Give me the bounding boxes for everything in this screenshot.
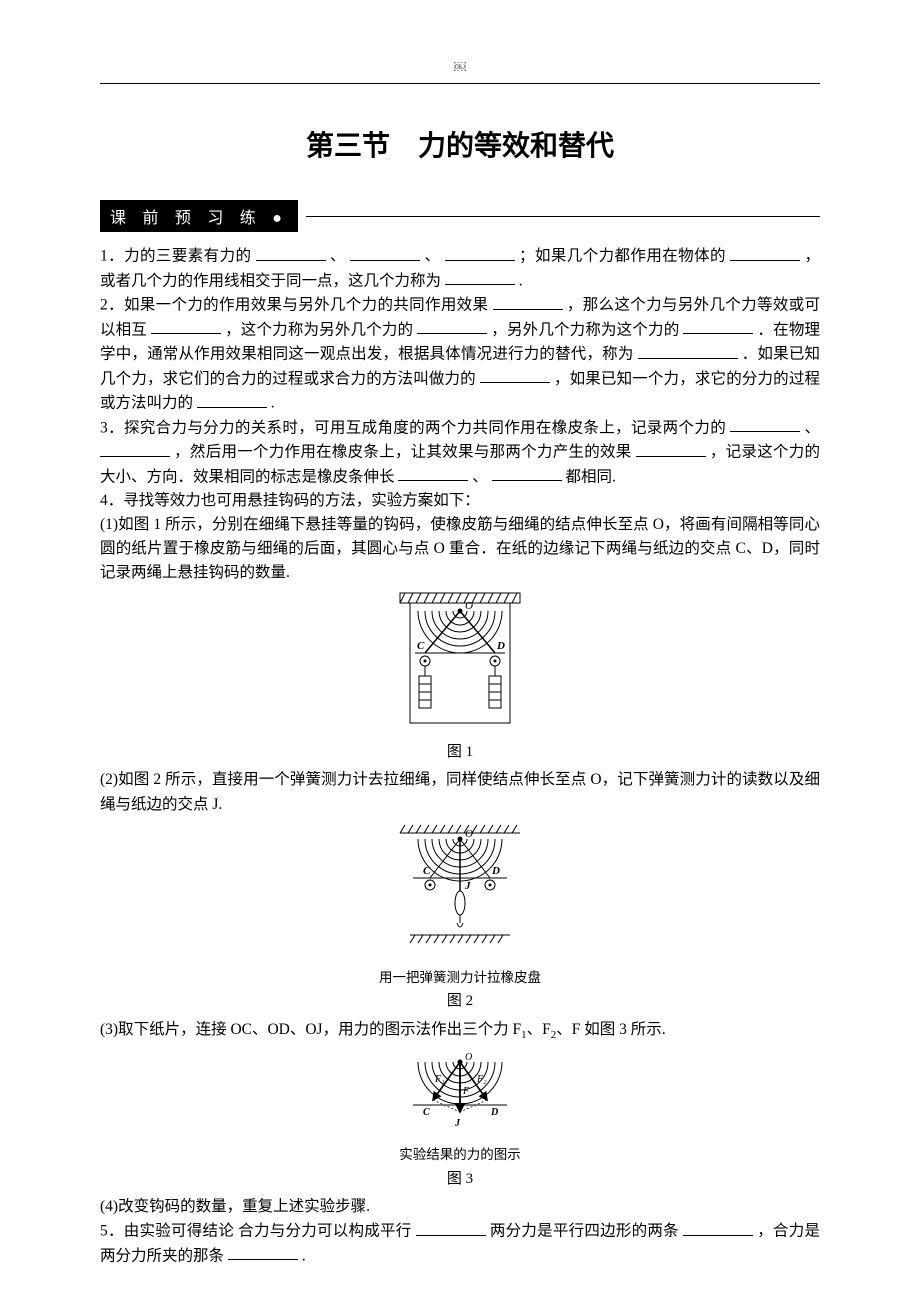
figure-2: O C D J 用一把弹簧测力计拉橡皮盘 图 2 bbox=[100, 823, 820, 1014]
q5-a: 5．由实验可得结论 合力与分力可以构成平行 bbox=[100, 1223, 412, 1240]
svg-text:J: J bbox=[464, 880, 471, 892]
svg-text:C: C bbox=[423, 865, 431, 877]
q3-c: ，然后用一个力作用在橡皮条上，让其效果与那两个力产生的效果 bbox=[174, 444, 631, 461]
blank bbox=[445, 244, 515, 261]
blank bbox=[350, 244, 420, 261]
page-title: 第三节 力的等效和替代 bbox=[100, 124, 820, 164]
q5-d: . bbox=[302, 1247, 306, 1264]
blank bbox=[492, 465, 562, 482]
blank bbox=[256, 244, 326, 261]
blank bbox=[493, 293, 563, 310]
blank bbox=[683, 1219, 753, 1236]
body-text: 1．力的三要素有力的 、 、 ；如果几个力都作用在物体的 ，或者几个力的作用线相… bbox=[100, 244, 820, 1268]
svg-text:O: O bbox=[465, 600, 473, 612]
top-rule bbox=[100, 83, 820, 84]
q1-c: 、 bbox=[425, 248, 441, 265]
q1-a: 1．力的三要素有力的 bbox=[100, 248, 251, 265]
section-tag-row: 课 前 预 习 练 ● bbox=[100, 200, 820, 232]
figure-1-caption: 图 1 bbox=[100, 741, 820, 764]
svg-text:C: C bbox=[423, 1107, 430, 1118]
svg-text:F: F bbox=[462, 1086, 470, 1097]
svg-text:J: J bbox=[454, 1118, 461, 1129]
blank bbox=[683, 318, 753, 335]
q2-d: ，另外几个力称为这个力的 bbox=[491, 321, 679, 338]
figure-2-subcaption: 用一把弹簧测力计拉橡皮盘 bbox=[100, 968, 820, 989]
blank bbox=[730, 416, 800, 433]
top-mark: ￼ bbox=[100, 60, 820, 75]
q1-d: ；如果几个力都作用在物体的 bbox=[519, 248, 726, 265]
q4-s1: (1)如图 1 所示，分别在细绳下悬挂等量的钩码，使橡皮筋与细绳的结点伸长至点 … bbox=[100, 516, 820, 581]
q4-s3c: 、F 如图 3 所示. bbox=[556, 1021, 665, 1038]
figure-3-subcaption: 实验结果的力的图示 bbox=[100, 1145, 820, 1166]
page: ￼ 第三节 力的等效和替代 课 前 预 习 练 ● 1．力的三要素有力的 、 、… bbox=[0, 0, 920, 1308]
blank bbox=[416, 1219, 486, 1236]
blank bbox=[417, 318, 487, 335]
q1-f: . bbox=[519, 272, 523, 289]
q2-h: . bbox=[271, 395, 275, 412]
figure-3-caption: 图 3 bbox=[100, 1168, 820, 1191]
blank bbox=[636, 440, 706, 457]
figure-1: O C D 图 1 bbox=[100, 591, 820, 764]
q1-b: 、 bbox=[330, 248, 346, 265]
q4-s3b: 、F bbox=[527, 1021, 551, 1038]
blank bbox=[100, 440, 170, 457]
blank bbox=[480, 367, 550, 384]
figure-3: O F₁ F₂ F C D J 实验结果的力的图示 图 3 bbox=[100, 1050, 820, 1191]
svg-text:F₂: F₂ bbox=[476, 1074, 487, 1085]
section-tag-line bbox=[306, 216, 820, 217]
svg-text:D: D bbox=[490, 1107, 498, 1118]
figure-2-caption: 图 2 bbox=[100, 990, 820, 1013]
blank bbox=[398, 465, 468, 482]
q3-b: 、 bbox=[805, 419, 821, 436]
blank bbox=[151, 318, 221, 335]
q3-e: 、 bbox=[472, 468, 488, 485]
svg-text:O: O bbox=[465, 828, 473, 840]
svg-text:D: D bbox=[496, 640, 505, 652]
q4-intro: 4．寻找等效力也可用悬挂钩码的方法，实验方案如下： bbox=[100, 492, 480, 509]
q3-a: 3．探究合力与分力的关系时，可用互成角度的两个力共同作用在橡皮条上，记录两个力的 bbox=[100, 419, 726, 436]
section-tag: 课 前 预 习 练 ● bbox=[100, 200, 298, 232]
blank bbox=[730, 244, 800, 261]
q4-s3a: (3)取下纸片，连接 OC、OD、OJ，用力的图示法作出三个力 F bbox=[100, 1021, 521, 1038]
q4-s2: (2)如图 2 所示，直接用一个弹簧测力计去拉细绳，同样使结点伸长至点 O，记下… bbox=[100, 771, 820, 812]
blank bbox=[228, 1244, 298, 1261]
svg-text:O: O bbox=[465, 1052, 472, 1063]
q5-b: 两分力是平行四边形的两条 bbox=[490, 1223, 679, 1240]
q2-a: 2．如果一个力的作用效果与另外几个力的共同作用效果 bbox=[100, 297, 488, 314]
q4-s4: (4)改变钩码的数量，重复上述实验步骤. bbox=[100, 1198, 370, 1215]
blank bbox=[638, 342, 738, 359]
blank bbox=[445, 269, 515, 286]
blank bbox=[197, 391, 267, 408]
svg-text:F₁: F₁ bbox=[434, 1074, 445, 1085]
q3-f: 都相同. bbox=[566, 468, 616, 485]
svg-text:D: D bbox=[491, 865, 500, 877]
q2-c: ，这个力称为另外几个力的 bbox=[225, 321, 413, 338]
svg-text:C: C bbox=[417, 640, 425, 652]
